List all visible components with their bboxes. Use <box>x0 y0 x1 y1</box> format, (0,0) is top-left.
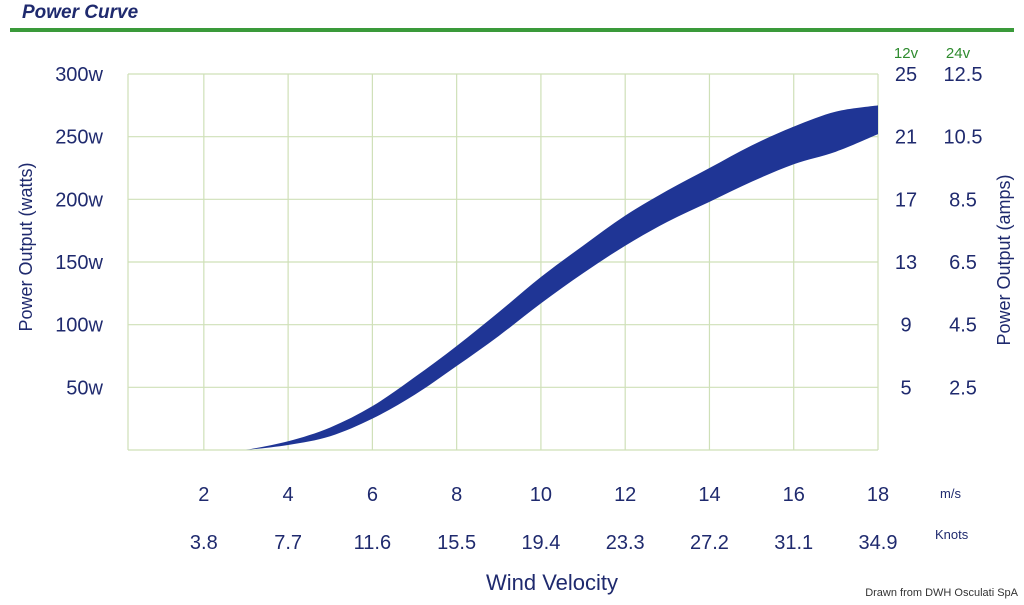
y-tick-label: 150w <box>55 252 103 274</box>
y-tick-label: 300w <box>55 64 103 86</box>
x-tick-knots: 31.1 <box>774 532 813 554</box>
y2-tick-12v: 5 <box>900 377 911 399</box>
x-axis-title: Wind Velocity <box>486 570 618 595</box>
y-tick-label: 250w <box>55 127 103 149</box>
x-tick-ms: 10 <box>530 484 552 506</box>
y2-tick-12v: 21 <box>895 127 917 149</box>
y-tick-label: 100w <box>55 315 103 337</box>
y2-tick-24v: 2.5 <box>949 377 977 399</box>
x-tick-ms: 16 <box>783 484 805 506</box>
x-tick-ms: 4 <box>283 484 294 506</box>
y2-tick-12v: 25 <box>895 64 917 86</box>
x-tick-knots: 27.2 <box>690 532 729 554</box>
x-tick-ms: 6 <box>367 484 378 506</box>
y2-tick-12v: 9 <box>900 315 911 337</box>
x-unit-knots: Knots <box>935 527 969 542</box>
x-tick-ms: 12 <box>614 484 636 506</box>
x-tick-knots: 11.6 <box>354 532 391 554</box>
y2-tick-12v: 13 <box>895 252 917 274</box>
x-axis-labels: 2 3.8 4 7.7 6 11.6 8 15.5 10 19.4 12 23.3 14 27.2 16 31… <box>190 484 898 554</box>
y2-tick-24v: 6.5 <box>949 252 977 274</box>
y-tick-label: 200w <box>55 189 103 211</box>
y2-tick-24v: 10.5 <box>944 127 983 149</box>
chart-title: Power Curve <box>22 2 139 23</box>
power-band <box>245 105 878 450</box>
grid <box>127 73 879 451</box>
y2-header-24v: 24v <box>946 45 971 62</box>
y2-tick-24v: 4.5 <box>949 315 977 337</box>
x-tick-knots: 7.7 <box>274 532 302 554</box>
x-tick-ms: 18 <box>867 484 889 506</box>
x-tick-ms: 14 <box>698 484 720 506</box>
y-axis-title: Power Output (watts) <box>16 162 36 331</box>
x-tick-ms: 2 <box>198 484 209 506</box>
y-tick-label: 50w <box>66 377 103 399</box>
x-tick-knots: 3.8 <box>190 532 218 554</box>
y2-axis-labels: 12v 24v 25 12.5 21 10.5 17 8.5 13 6.5 9 4.5 5 2.5 <box>894 45 983 399</box>
x-tick-knots: 19.4 <box>521 532 560 554</box>
x-tick-knots: 34.9 <box>859 532 898 554</box>
y2-axis-title: Power Output (amps) <box>994 174 1014 345</box>
x-tick-ms: 8 <box>451 484 462 506</box>
credit-note: Drawn from DWH Osculati SpA <box>865 587 1018 599</box>
y2-tick-24v: 12.5 <box>944 64 983 86</box>
y2-tick-24v: 8.5 <box>949 189 977 211</box>
x-tick-knots: 15.5 <box>437 532 476 554</box>
x-tick-knots: 23.3 <box>606 532 645 554</box>
y2-header-12v: 12v <box>894 45 919 62</box>
y2-tick-12v: 17 <box>895 189 917 211</box>
title-rule <box>10 28 1014 32</box>
x-unit-ms: m/s <box>940 486 961 501</box>
y-axis-labels: 300w 250w 200w 150w 100w 50w <box>55 64 103 399</box>
